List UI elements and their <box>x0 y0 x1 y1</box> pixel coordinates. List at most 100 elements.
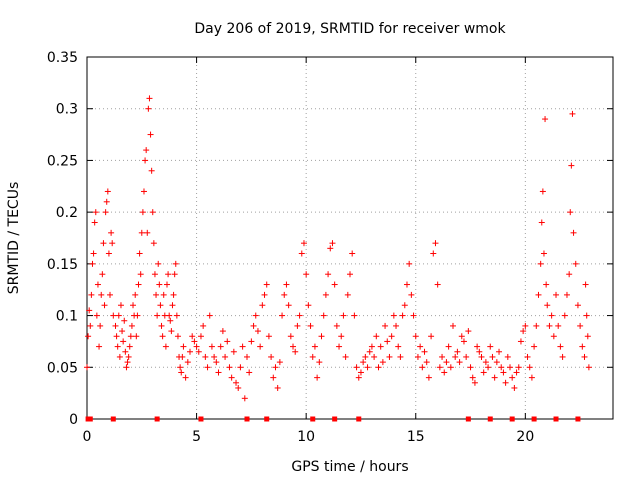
data-point <box>270 374 277 381</box>
data-point <box>100 240 107 247</box>
data-point <box>265 333 272 340</box>
y-tick-label: 0 <box>69 412 78 428</box>
data-point <box>543 281 550 288</box>
data-point <box>520 328 527 335</box>
data-point <box>197 333 204 340</box>
data-point <box>362 353 369 360</box>
data-point <box>146 95 153 102</box>
data-point <box>548 312 555 319</box>
data-point <box>456 359 463 366</box>
data-point <box>535 291 542 298</box>
data-point <box>109 240 116 247</box>
data-point <box>233 379 240 386</box>
baseline-marker <box>356 416 362 422</box>
baseline-marker <box>487 416 493 422</box>
data-point <box>283 281 290 288</box>
data-point <box>213 359 220 366</box>
data-point <box>375 364 382 371</box>
data-point <box>281 291 288 298</box>
data-point <box>101 302 108 309</box>
data-point <box>143 147 150 154</box>
data-point <box>87 322 94 329</box>
data-point <box>237 364 244 371</box>
data-point <box>168 328 175 335</box>
data-point <box>211 353 218 360</box>
data-point <box>463 353 470 360</box>
data-point <box>163 281 170 288</box>
data-point <box>357 369 364 376</box>
data-point <box>567 209 574 216</box>
data-point <box>585 364 592 371</box>
data-point <box>259 302 266 309</box>
data-point <box>412 333 419 340</box>
data-point <box>371 353 378 360</box>
data-point <box>124 359 131 366</box>
data-point <box>432 240 439 247</box>
data-point <box>421 348 428 355</box>
data-point <box>447 364 454 371</box>
data-point <box>200 322 207 329</box>
data-point <box>166 312 173 319</box>
data-point <box>140 188 147 195</box>
data-point <box>550 333 557 340</box>
data-point <box>340 312 347 319</box>
data-point <box>307 322 314 329</box>
data-point <box>368 343 375 350</box>
data-points <box>84 95 592 402</box>
axis-ticks: 0 0.05 0.1 0.15 0.2 0.25 0.3 0.35 0 5 10 15 20 <box>47 50 613 445</box>
data-point <box>528 374 535 381</box>
data-point <box>403 281 410 288</box>
data-point <box>104 188 111 195</box>
data-point <box>187 348 194 355</box>
data-point <box>136 250 143 257</box>
data-point <box>563 291 570 298</box>
data-point <box>189 333 196 340</box>
data-point <box>215 369 222 376</box>
baseline-marker <box>154 416 160 422</box>
data-point <box>219 328 226 335</box>
data-point <box>318 333 325 340</box>
data-point <box>105 250 112 257</box>
data-point <box>513 369 520 376</box>
data-point <box>250 322 257 329</box>
data-point <box>386 353 393 360</box>
data-point <box>248 338 255 345</box>
data-point <box>474 343 481 350</box>
data-point <box>154 312 161 319</box>
x-tick-label: 15 <box>407 429 425 445</box>
data-point <box>353 364 360 371</box>
data-point <box>329 240 336 247</box>
data-point <box>347 271 353 278</box>
data-point <box>366 348 373 355</box>
data-point <box>460 338 467 345</box>
data-point <box>458 333 465 340</box>
data-point <box>500 369 507 376</box>
data-point <box>496 348 503 355</box>
baseline-marker <box>531 416 537 422</box>
data-point <box>179 353 186 360</box>
data-point <box>178 369 185 376</box>
data-point <box>103 198 110 205</box>
grid-lines <box>87 57 613 419</box>
baseline-marker <box>110 416 116 422</box>
data-point <box>300 240 307 247</box>
data-point <box>239 343 246 350</box>
data-point <box>298 250 305 257</box>
data-point <box>171 271 178 278</box>
data-point <box>97 322 104 329</box>
data-point <box>316 359 323 366</box>
data-point <box>557 343 564 350</box>
data-point <box>224 338 231 345</box>
data-point <box>540 250 547 257</box>
data-point <box>290 343 297 350</box>
y-tick-label: 0.1 <box>56 309 78 325</box>
data-point <box>272 364 279 371</box>
data-point <box>322 291 329 298</box>
data-point <box>148 167 155 174</box>
data-point <box>506 364 513 371</box>
data-point <box>583 312 590 319</box>
data-point <box>126 343 133 350</box>
data-point <box>469 374 476 381</box>
data-point <box>388 333 395 340</box>
data-point <box>373 333 380 340</box>
